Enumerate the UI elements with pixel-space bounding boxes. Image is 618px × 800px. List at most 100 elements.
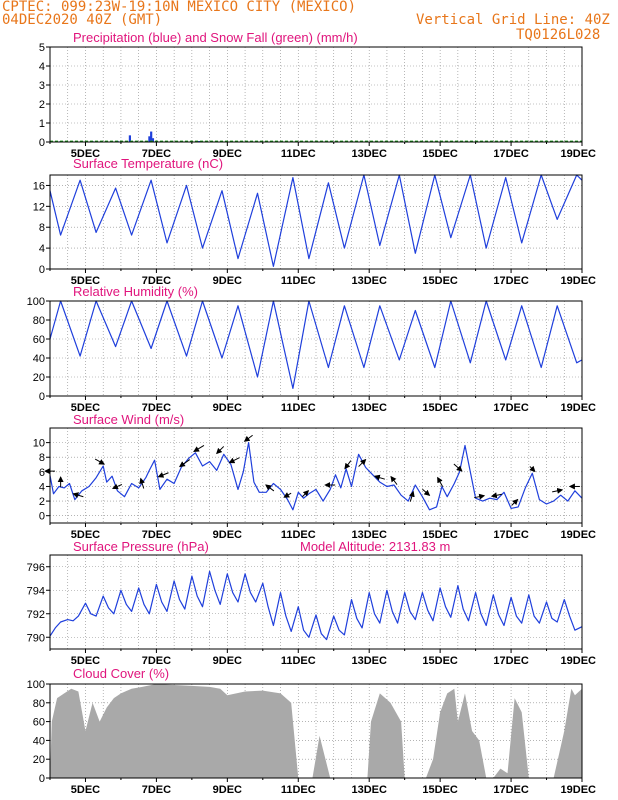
x-tick-label: 13DEC [351,148,387,160]
x-tick-label: 7DEC [142,148,171,160]
x-tick-label: 7DEC [142,784,171,796]
wind-arrow [265,484,275,492]
x-tick-label: 19DEC [561,655,597,667]
pressure-title: Surface Pressure (hPa) [73,539,209,554]
rh-title: Relative Humidity (%) [73,284,198,299]
cloud-title: Cloud Cover (%) [73,666,169,681]
x-tick-label: 5DEC [71,148,100,160]
y-tick-label: 6 [39,467,45,479]
wind-frame [49,427,583,524]
temp-title: Surface Temperature (nC) [73,156,223,171]
precip-bar [128,135,131,142]
x-tick-label: 9DEC [213,784,242,796]
run-date: 04DEC2020 40Z (GMT) [2,12,163,28]
y-tick-label: 0 [39,773,45,785]
precip-panel: 0 1 2 3 4 5 5DEC 7DEC 9DEC 11DEC 13DEC 15DEC 17DEC 19… [39,30,596,160]
x-tick-label: 13DEC [351,275,387,287]
y-tick-label: 2 [39,99,45,111]
wind-arrow [72,492,84,499]
x-tick-label: 11DEC [281,529,316,541]
wind-arrow [94,458,106,465]
temp-panel: 0 4 8 12 16 5DEC 7DEC 9DEC 11DEC 13DEC 15DEC 17DEC 1… [33,156,596,287]
wind-arrow [408,490,415,502]
x-tick-label: 9DEC [213,402,242,414]
wind-arrow [552,487,564,494]
y-tick-label: 2 [39,496,45,508]
y-tick-label: 5 [39,42,45,54]
wind-arrow [344,460,352,470]
wind-title: Surface Wind (m/s) [73,412,184,427]
y-tick-label: 8 [39,452,45,464]
x-tick-label: 5DEC [71,402,100,414]
precip-bar [150,131,153,142]
x-tick-label: 17DEC [493,655,529,667]
x-tick-label: 9DEC [213,275,242,287]
y-tick-label: 80 [33,698,45,710]
cloud-cover-area [50,684,582,778]
y-tick-label: 4 [39,481,45,493]
temp-frame [49,174,583,270]
x-tick-label: 13DEC [351,784,387,796]
y-tick-label: 794 [27,585,45,597]
cloud-panel: 0 20 40 60 80 100 5DEC 7DEC 9DEC 11DEC 13DEC 15DEC 1… [27,666,596,796]
x-tick-label: 9DEC [213,148,242,160]
y-tick-label: 0 [39,137,45,149]
x-tick-label: 15DEC [422,148,458,160]
x-tick-label: 7DEC [142,655,171,667]
y-tick-label: 790 [27,632,45,644]
x-tick-label: 7DEC [142,275,171,287]
y-tick-label: 796 [27,562,45,574]
x-tick-label: 9DEC [213,655,242,667]
x-tick-label: 11DEC [281,148,316,160]
x-tick-label: 13DEC [351,402,387,414]
vertical-grid-note: Vertical Grid Line: 40Z [416,12,610,28]
station-header: CPTEC: 099:23W-19:10N MEXICO CITY (MEXIC… [2,0,357,15]
wind-arrow [490,492,502,499]
x-tick-label: 15DEC [422,784,458,796]
y-tick-label: 0 [39,264,45,276]
x-tick-label: 7DEC [142,529,171,541]
y-tick-label: 792 [27,609,45,621]
y-tick-label: 20 [33,372,45,384]
wind-arrow [358,458,367,467]
wind-arrow [422,488,431,496]
y-tick-label: 0 [39,391,45,403]
x-tick-label: 5DEC [71,655,100,667]
wind-arrow [228,457,240,464]
wind-arrow [157,472,169,478]
rh-frame [49,300,583,397]
wind-panel: 0 2 4 6 8 10 5DEC 7DEC 9DEC 11DEC 13DEC 15DEC 17DEC 1… [33,412,596,541]
y-tick-label: 16 [33,180,45,192]
temp-line [49,174,583,267]
y-tick-label: 100 [27,296,45,308]
y-tick-label: 10 [33,438,45,450]
x-tick-label: 11DEC [281,784,316,796]
x-tick-label: 17DEC [493,529,529,541]
x-tick-label: 11DEC [281,402,316,414]
y-tick-label: 4 [39,61,45,73]
wind-arrow [178,459,191,468]
x-tick-label: 5DEC [71,529,100,541]
x-tick-label: 5DEC [71,275,100,287]
x-tick-label: 19DEC [561,148,597,160]
model-code: TQ0126L028 [516,27,601,43]
x-tick-label: 17DEC [493,275,529,287]
wind-arrow [111,483,123,490]
model-altitude: Model Altitude: 2131.83 m [300,539,450,554]
wind-arrow [390,475,398,485]
wind-arrow [453,463,463,472]
precip-frame [49,46,583,143]
x-tick-label: 11DEC [281,275,316,287]
y-tick-label: 3 [39,80,45,92]
rh-line [49,300,583,389]
x-tick-label: 19DEC [561,275,597,287]
x-tick-label: 13DEC [351,655,387,667]
y-tick-label: 40 [33,735,45,747]
wind-arrow [243,434,253,442]
x-tick-label: 19DEC [561,529,597,541]
y-tick-label: 0 [39,511,45,523]
rh-panel: 0 20 40 60 80 100 5DEC 7DEC 9DEC 11DEC 13DEC 15DEC 1… [27,284,596,414]
wind-arrow [529,465,536,473]
wind-arrow [193,445,205,452]
